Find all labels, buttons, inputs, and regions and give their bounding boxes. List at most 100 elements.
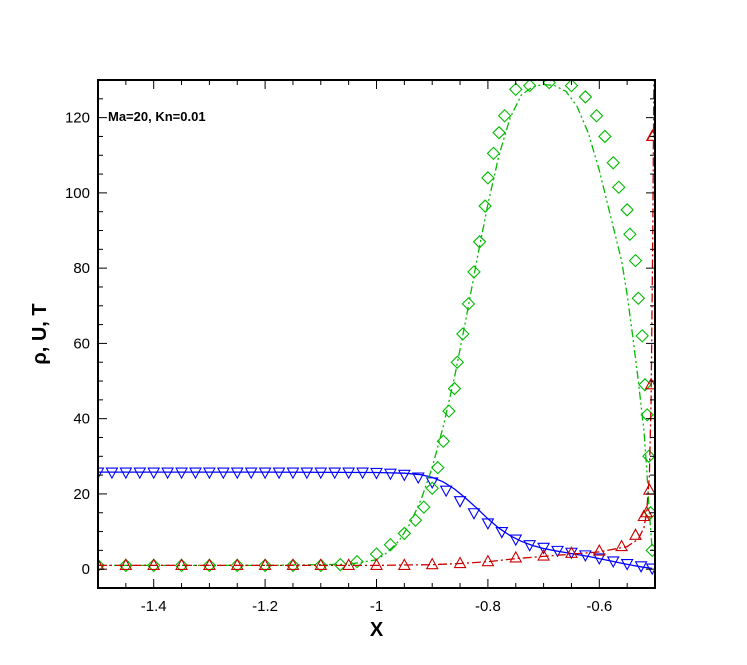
data-point [644,377,655,390]
data-point [522,80,537,93]
data-point [442,404,456,418]
x-tick-label: -0.8 [475,598,501,615]
data-point [411,472,425,485]
data-point [370,558,383,570]
y-tick-label: 0 [82,561,90,578]
data-point [615,539,629,552]
data-point [286,558,300,570]
series-layer [98,80,655,576]
data-point [598,129,612,144]
data-point [417,500,431,514]
data-point [397,469,411,482]
data-point [447,381,462,396]
data-point [646,129,655,141]
series-1 [98,467,655,576]
data-point [631,291,646,306]
series-line [98,80,655,567]
series-2 [98,80,655,573]
data-point [456,327,470,341]
data-point [425,557,439,570]
data-point [565,546,578,558]
data-point [397,526,412,541]
data-point [175,558,188,570]
data-point [105,467,119,480]
data-point [606,556,620,569]
data-point [453,556,467,569]
x-axis-title: X [370,619,384,641]
series-line [98,83,653,567]
y-tick-label: 100 [65,185,90,202]
data-point [453,496,467,508]
data-point [551,545,564,558]
data-point [408,513,423,528]
data-point [439,485,453,498]
data-point [230,467,244,480]
data-point [492,125,506,140]
data-point [495,527,509,539]
data-point [537,542,551,555]
data-point [314,467,328,480]
data-point [472,235,487,249]
data-point [328,467,342,480]
data-point [642,483,655,495]
data-point [592,553,606,566]
data-point [509,550,523,563]
data-point [286,558,300,573]
data-point [629,528,642,540]
y-tick-label: 120 [65,110,90,127]
data-point [578,90,593,104]
data-point [147,558,161,570]
data-point [425,481,439,496]
data-point [202,467,216,480]
data-point [383,468,397,481]
data-point [645,543,655,558]
data-point [342,558,356,570]
data-point [119,467,133,480]
data-point [314,558,328,570]
y-tick-label: 20 [73,486,90,503]
y-tick-label: 80 [73,260,90,277]
data-point [642,449,655,464]
x-tick-label: -1 [370,598,383,615]
data-point [161,467,175,480]
data-point [612,180,626,195]
data-point [430,460,445,475]
data-point [119,558,133,573]
data-point [202,558,216,570]
data-point [300,467,314,480]
data-point [542,80,556,90]
data-point [620,558,634,571]
y-axis: 0 20 40 60 80 100 120 [65,98,655,578]
data-point [133,467,147,480]
data-point [98,558,105,573]
data-point [258,558,272,570]
data-point [564,80,579,93]
data-point [258,467,272,480]
data-point [383,537,398,552]
data-point [119,558,133,570]
data-point [98,558,105,570]
data-point [314,558,328,573]
data-point [350,554,364,569]
data-point [98,467,105,480]
data-point [202,558,217,573]
data-point [637,509,651,522]
data-point [578,550,592,563]
data-point [461,297,476,311]
plot-frame [97,79,656,589]
data-point [342,467,356,480]
data-point [606,156,621,170]
data-point [258,558,272,573]
data-point [272,467,286,480]
x-tick-label: -0.6 [586,598,612,615]
x-tick-label: -1.2 [252,598,278,615]
data-point [589,108,604,123]
data-point [230,558,244,570]
data-point [509,534,523,547]
data-point [216,467,230,480]
data-point [497,108,512,123]
data-point [481,171,495,185]
data-point [450,355,465,369]
data-point [147,467,161,480]
